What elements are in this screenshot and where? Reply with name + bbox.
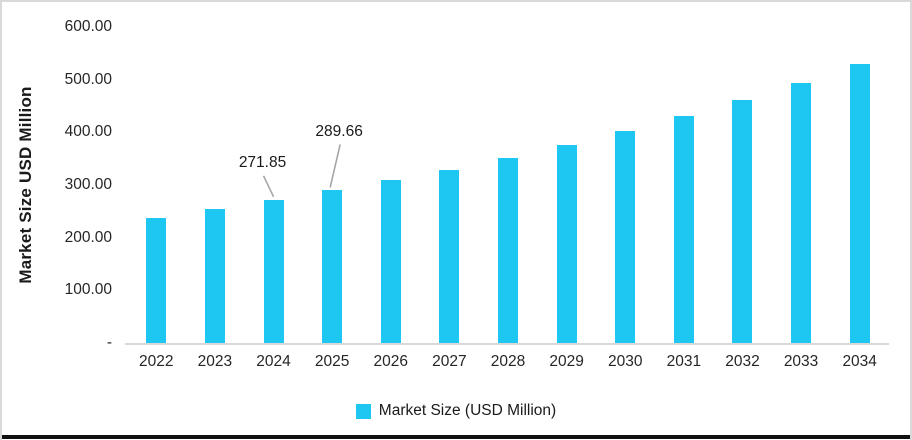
legend: Market Size (USD Million)	[2, 402, 910, 420]
x-axis-tick-label-2029: 2029	[549, 353, 584, 370]
x-axis-tick-label-2027: 2027	[432, 353, 467, 370]
legend-swatch-icon	[355, 403, 371, 419]
y-axis-tick-label: 400.00	[64, 123, 112, 141]
bar-2029	[556, 144, 577, 343]
x-axis-tick-label-2031: 2031	[666, 353, 702, 370]
x-axis-tick-label-2022: 2022	[139, 353, 174, 370]
x-axis-line	[125, 343, 889, 345]
x-axis-tick-label-2033: 2033	[783, 353, 819, 370]
bar-2025	[322, 190, 343, 343]
legend-label: Market Size (USD Million)	[378, 402, 557, 419]
annotation-leader-line-2025	[329, 144, 341, 188]
annotation-leader-line-2024	[262, 175, 275, 198]
x-axis-tick-label-2028: 2028	[490, 353, 526, 370]
bar-2031	[673, 116, 694, 343]
bar-2030	[615, 130, 636, 343]
y-axis-tick-label: 200.00	[64, 228, 112, 246]
y-axis-tick-label: 600.00	[64, 18, 112, 35]
annotation-label-2025: 289.66	[315, 123, 363, 141]
bar-2023	[204, 208, 225, 343]
y-axis-tick-label: 500.00	[64, 70, 112, 88]
y-axis-tick-label: 100.00	[64, 281, 112, 299]
annotation-label-2024: 271.85	[238, 153, 287, 171]
bar-2032	[732, 99, 753, 343]
bar-2022	[146, 217, 167, 343]
x-axis-tick-label-2030: 2030	[607, 353, 643, 370]
bottom-border-rule	[2, 435, 910, 439]
bar-2027	[439, 169, 460, 343]
x-axis-tick-label-2025: 2025	[314, 353, 350, 370]
x-axis-tick-label-2034: 2034	[842, 353, 877, 370]
y-axis-tick-label: 300.00	[64, 176, 112, 193]
x-axis-tick-label-2032: 2032	[725, 353, 760, 370]
y-axis-tick-label: -	[106, 334, 112, 351]
x-axis-tick-label-2024: 2024	[256, 353, 291, 370]
bar-2028	[498, 157, 518, 343]
bar-2024	[263, 199, 284, 343]
bar-2026	[380, 179, 401, 343]
x-axis-tick-label-2023: 2023	[197, 353, 233, 370]
bar-2033	[791, 82, 812, 343]
x-axis-tick-label-2026: 2026	[373, 353, 408, 370]
bar-2034	[849, 63, 870, 343]
